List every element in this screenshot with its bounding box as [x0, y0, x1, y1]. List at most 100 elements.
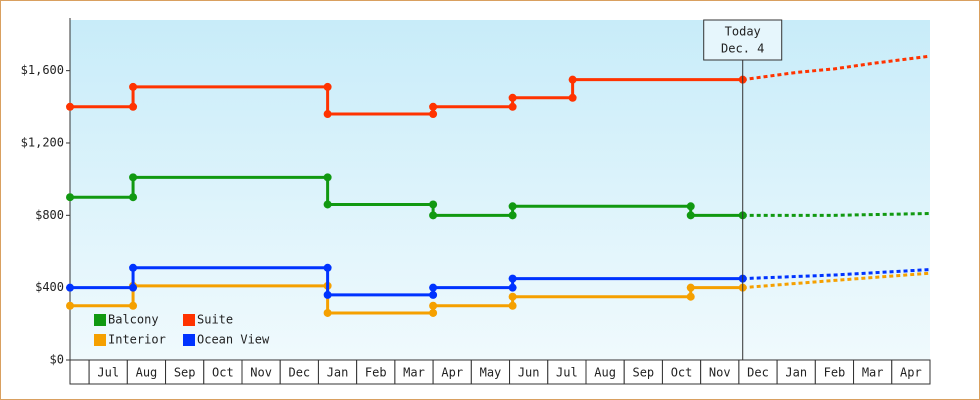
point — [129, 193, 138, 202]
legend-swatch — [94, 334, 106, 346]
series-line — [70, 266, 743, 297]
point — [66, 283, 74, 292]
x-tick-label: May — [480, 366, 502, 380]
point — [686, 292, 695, 301]
x-tick-label: Jun — [518, 366, 540, 380]
forecast-line — [742, 212, 931, 217]
point — [129, 301, 138, 310]
point — [686, 202, 695, 211]
point — [323, 200, 332, 209]
point — [429, 200, 438, 209]
y-tick-label: $1,600 — [21, 63, 64, 77]
x-tick-cell — [661, 359, 702, 385]
x-tick-label: Jul — [97, 366, 119, 380]
x-tick-label: Mar — [862, 366, 884, 380]
point — [129, 263, 138, 272]
point — [568, 93, 577, 102]
point — [508, 93, 517, 102]
point — [66, 301, 74, 310]
x-tick-label: Aug — [594, 366, 616, 380]
x-tick-label: Oct — [212, 366, 234, 380]
x-tick-cell — [585, 359, 625, 385]
point — [429, 308, 438, 317]
y-tick-label: $0 — [50, 353, 64, 367]
x-tick-label: Apr — [441, 366, 463, 380]
point — [429, 110, 438, 119]
point — [323, 308, 332, 317]
x-tick-cell — [203, 359, 243, 385]
x-tick-label: Sep — [632, 366, 654, 380]
x-tick-cell — [700, 359, 740, 385]
point — [568, 75, 577, 84]
x-tick-cell — [356, 359, 396, 385]
x-tick-label: Jan — [327, 366, 349, 380]
x-tick-label: Sep — [174, 366, 196, 380]
point — [508, 283, 517, 292]
point — [686, 211, 695, 220]
point — [129, 102, 138, 111]
legend-label: Interior — [108, 333, 166, 347]
x-axis-cell — [69, 359, 90, 385]
point — [508, 202, 517, 211]
x-tick-cell — [432, 359, 472, 385]
point — [129, 173, 138, 182]
x-tick-label: Apr — [900, 366, 922, 380]
forecast-line — [742, 271, 931, 290]
point — [508, 292, 517, 301]
today-label: Today — [725, 25, 761, 39]
forecast-line — [742, 268, 931, 281]
x-tick-cell — [241, 359, 281, 385]
point — [323, 173, 332, 182]
point — [323, 290, 332, 299]
x-tick-label: Oct — [671, 366, 693, 380]
point — [686, 283, 695, 292]
point — [129, 82, 138, 91]
x-tick-cell — [891, 359, 931, 385]
legend-label: Balcony — [108, 313, 159, 327]
forecast-line — [742, 54, 931, 82]
legend-swatch — [183, 334, 195, 346]
x-tick-label: Jan — [785, 366, 807, 380]
x-tick-cell — [126, 359, 167, 385]
point — [429, 301, 438, 310]
legend-swatch — [94, 314, 106, 326]
y-tick-label: $400 — [35, 280, 64, 294]
point — [323, 82, 332, 91]
point — [429, 102, 438, 111]
x-tick-label: Mar — [403, 366, 425, 380]
point — [129, 283, 138, 292]
x-tick-label: Nov — [709, 366, 731, 380]
x-tick-label: Feb — [365, 366, 387, 380]
legend-label: Suite — [197, 313, 233, 327]
x-tick-cell — [623, 359, 663, 385]
x-tick-cell — [279, 359, 319, 385]
point — [429, 283, 438, 292]
legend-label: Ocean View — [197, 333, 270, 347]
point — [323, 110, 332, 119]
point — [508, 274, 517, 283]
point — [429, 290, 438, 299]
point — [508, 211, 517, 220]
point — [508, 102, 517, 111]
x-tick-cell — [394, 359, 434, 385]
x-tick-cell — [853, 359, 893, 385]
point — [323, 263, 332, 272]
point — [508, 301, 517, 310]
x-tick-label: Dec — [747, 366, 769, 380]
x-tick-label: Feb — [824, 366, 846, 380]
x-tick-cell — [165, 359, 205, 385]
x-tick-label: Aug — [136, 366, 158, 380]
legend-swatch — [183, 314, 195, 326]
x-tick-label: Nov — [250, 366, 272, 380]
point — [429, 211, 438, 220]
x-tick-cell — [509, 359, 549, 385]
y-tick-label: $800 — [35, 208, 64, 222]
point — [66, 193, 74, 202]
today-box — [703, 19, 783, 61]
plot-area — [70, 20, 930, 360]
point — [66, 102, 74, 111]
x-tick-label: Jul — [556, 366, 578, 380]
y-tick-label: $1,200 — [21, 135, 64, 149]
